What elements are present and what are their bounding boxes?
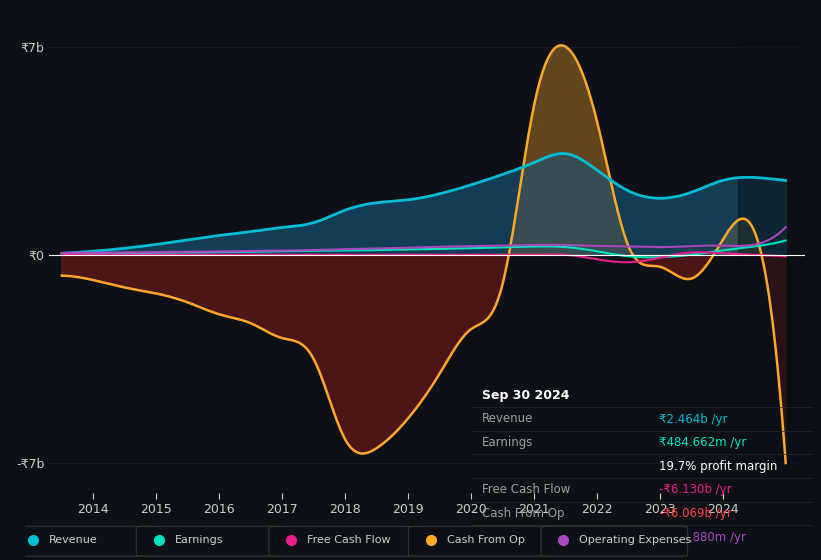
Text: Sep 30 2024: Sep 30 2024 [482,389,570,402]
Text: Free Cash Flow: Free Cash Flow [307,535,391,545]
FancyBboxPatch shape [409,526,555,556]
Text: Operating Expenses: Operating Expenses [482,530,602,544]
Text: 19.7% profit margin: 19.7% profit margin [659,460,777,473]
Text: -₹6.069b /yr: -₹6.069b /yr [659,507,732,520]
Text: Earnings: Earnings [482,436,534,449]
Text: -₹6.130b /yr: -₹6.130b /yr [659,483,732,496]
Text: Revenue: Revenue [49,535,98,545]
FancyBboxPatch shape [269,526,415,556]
Text: Earnings: Earnings [175,535,223,545]
FancyBboxPatch shape [541,526,688,556]
Text: Cash From Op: Cash From Op [482,507,565,520]
Text: Cash From Op: Cash From Op [447,535,525,545]
Text: Free Cash Flow: Free Cash Flow [482,483,571,496]
Text: ₹484.662m /yr: ₹484.662m /yr [659,436,747,449]
FancyBboxPatch shape [136,526,282,556]
Bar [739,17,805,493]
Text: ₹2.464b /yr: ₹2.464b /yr [659,413,728,426]
Text: ₹925.880m /yr: ₹925.880m /yr [659,530,746,544]
Text: Revenue: Revenue [482,413,534,426]
Text: Operating Expenses: Operating Expenses [580,535,692,545]
FancyBboxPatch shape [11,526,158,556]
